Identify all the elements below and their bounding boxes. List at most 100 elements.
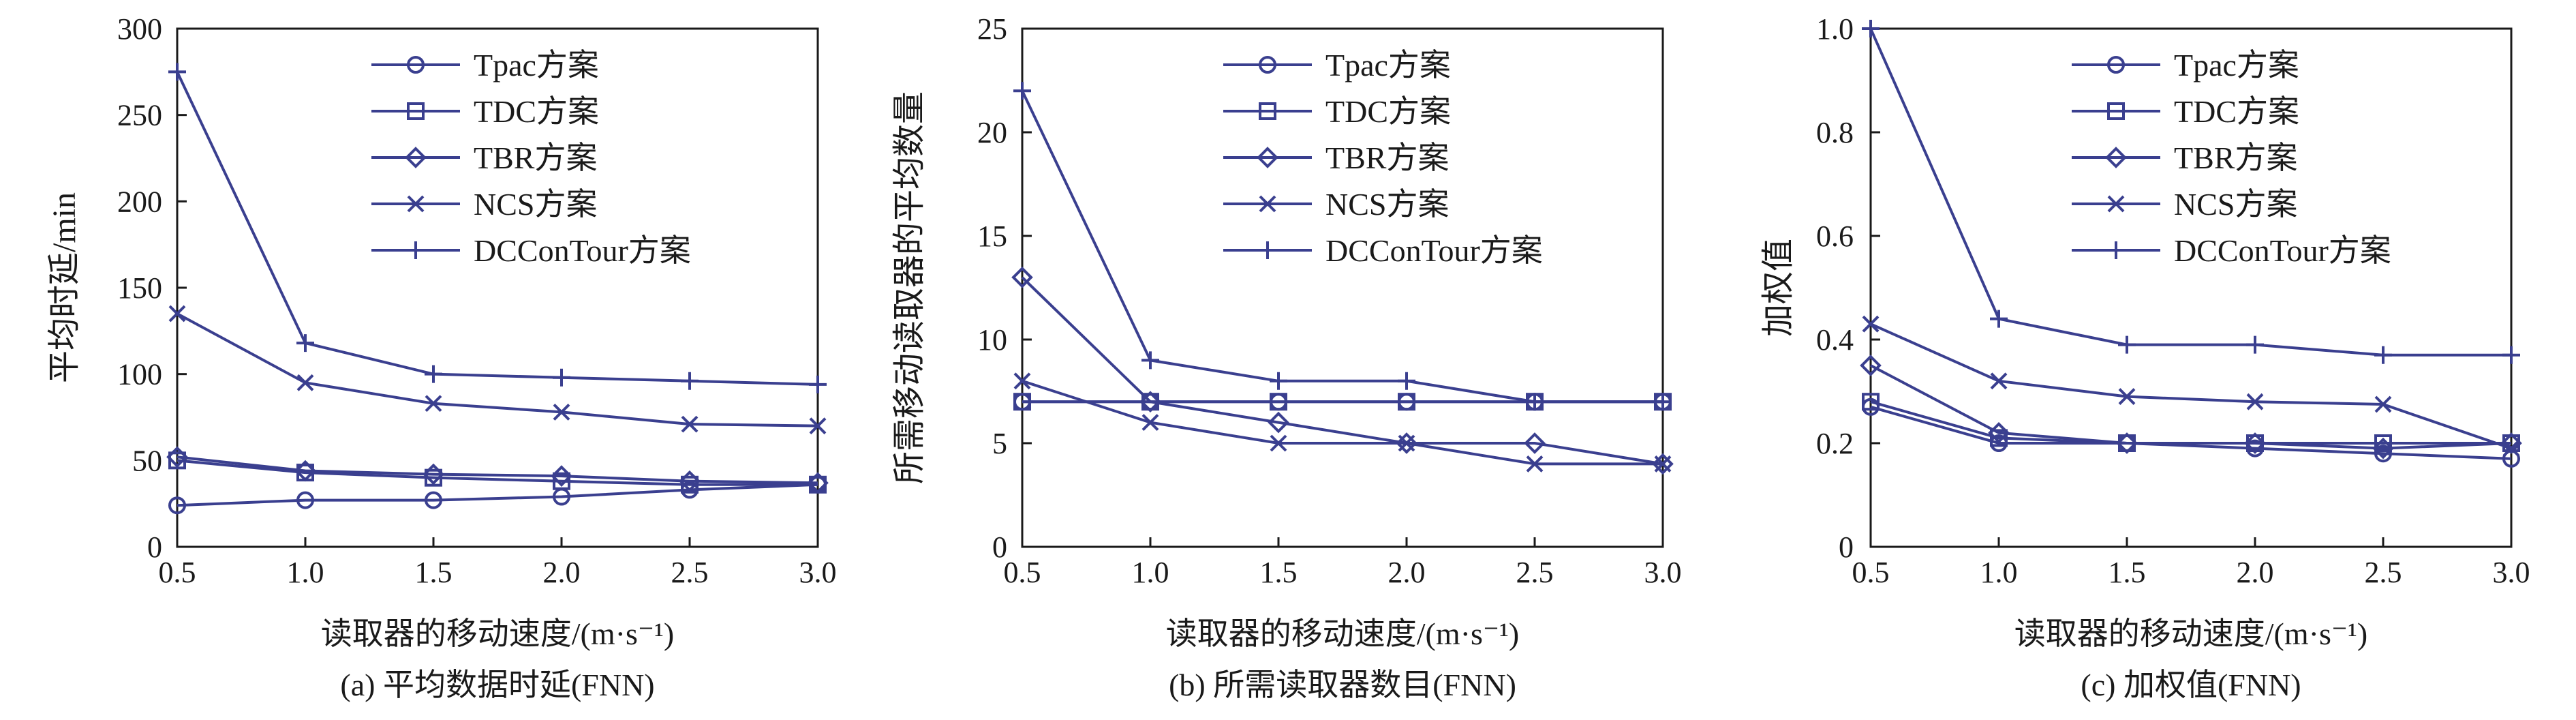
x-tick-label: 3.0 xyxy=(1644,556,1682,589)
y-axis-label: 所需移动读取器的平均数量 xyxy=(891,91,927,484)
legend-marker xyxy=(2107,195,2125,213)
series-line-4 xyxy=(1021,90,1663,404)
data-point xyxy=(553,472,570,490)
legend-marker xyxy=(1259,241,1276,259)
chart-1: 0.5 1.0 1.5 2.0 2.5 3.0 0 5 10 15 20 25 读取器的移动速度/(m·… xyxy=(891,12,1682,702)
y-tick-label: 200 xyxy=(117,185,162,218)
data-point xyxy=(553,368,570,387)
data-point xyxy=(2244,432,2266,454)
series-line-4 xyxy=(1869,28,2511,357)
legend-label: TBR方案 xyxy=(1325,140,1449,175)
x-tick-label: 1.5 xyxy=(2109,556,2146,589)
data-point xyxy=(1141,351,1159,370)
y-tick-label: 0.4 xyxy=(1816,323,1854,357)
x-axis-label: 读取器的移动速度/(m·s⁻¹) xyxy=(321,616,675,651)
y-tick-label: 1.0 xyxy=(1816,12,1854,46)
data-point xyxy=(1988,421,2010,444)
data-point xyxy=(2374,346,2392,364)
y-tick-label: 10 xyxy=(977,323,1007,357)
data-point xyxy=(551,465,572,487)
legend-label: TBR方案 xyxy=(2174,140,2297,175)
y-axis-label: 平均时延/min xyxy=(46,192,82,383)
legend-label: Tpac方案 xyxy=(474,48,599,82)
y-tick-label: 250 xyxy=(117,99,162,132)
legend-label: NCS方案 xyxy=(2174,187,2297,222)
x-tick-label: 2.0 xyxy=(1388,556,1426,589)
chart-caption: (c) 加权值(FNN) xyxy=(2081,668,2301,702)
x-tick-label: 2.0 xyxy=(2237,556,2274,589)
legend: Tpac方案 TDC方案 TBR方案 NCS方案 DCConTour方案 xyxy=(1223,48,1543,268)
data-point xyxy=(679,470,701,492)
legend-label: DCConTour方案 xyxy=(1325,233,1543,268)
legend: Tpac方案 TDC方案 TBR方案 NCS方案 DCConTour方案 xyxy=(371,48,691,268)
data-point xyxy=(2502,346,2520,364)
x-tick-label: 1.0 xyxy=(1980,556,2018,589)
data-point xyxy=(296,334,314,352)
data-point xyxy=(168,305,186,322)
legend-marker xyxy=(1259,102,1276,120)
data-point xyxy=(2374,395,2392,413)
y-tick-label: 20 xyxy=(977,116,1007,149)
data-point xyxy=(425,491,442,509)
data-point xyxy=(1013,393,1031,411)
x-tick-label: 1.0 xyxy=(287,556,324,589)
data-point xyxy=(166,446,188,468)
chart-2: 0.5 1.0 1.5 2.0 2.5 3.0 0 0.2 0.4 0.6 0.8 1.0 读取器的移动… xyxy=(1760,12,2530,702)
data-point xyxy=(1526,393,1544,411)
legend-marker xyxy=(1257,147,1278,168)
y-tick-label: 25 xyxy=(977,12,1007,46)
data-point xyxy=(1270,393,1287,411)
legend-marker xyxy=(1259,56,1276,74)
legend-marker xyxy=(407,102,425,120)
y-tick-label: 0 xyxy=(147,530,162,564)
series-line-1 xyxy=(177,459,818,486)
data-point xyxy=(425,468,442,487)
data-point xyxy=(1990,310,2008,328)
legend-label: TDC方案 xyxy=(2174,94,2299,129)
y-axis-label: 加权值 xyxy=(1760,239,1796,337)
data-point xyxy=(1013,82,1031,100)
legend-marker xyxy=(2107,241,2125,259)
legend-marker xyxy=(407,56,425,74)
data-point xyxy=(807,472,829,494)
x-tick-label: 2.0 xyxy=(543,556,581,589)
series-line-1 xyxy=(1870,400,2511,445)
data-point xyxy=(1526,455,1544,472)
data-point xyxy=(553,403,570,421)
series-line-3 xyxy=(1022,379,1663,466)
data-point xyxy=(2246,335,2264,354)
data-point xyxy=(296,374,314,391)
data-point xyxy=(1396,432,1417,454)
data-point xyxy=(681,475,699,494)
data-point xyxy=(1862,393,1880,411)
series-line-2 xyxy=(177,455,818,485)
series-line-2 xyxy=(1021,276,1663,466)
y-tick-label: 0.6 xyxy=(1816,220,1854,253)
data-point xyxy=(681,415,699,433)
data-point xyxy=(2500,432,2522,454)
x-tick-label: 2.5 xyxy=(2365,556,2402,589)
x-tick-label: 3.0 xyxy=(2493,556,2530,589)
chart-0: 0.5 1.0 1.5 2.0 2.5 3.0 0 50 100 150 200 250 300 读取器的… xyxy=(46,12,837,702)
data-point xyxy=(1654,393,1672,411)
data-point xyxy=(1270,434,1287,452)
legend-marker xyxy=(2107,102,2125,120)
data-point xyxy=(1860,355,1882,376)
x-tick-label: 1.5 xyxy=(415,556,453,589)
data-point xyxy=(425,395,442,412)
y-tick-label: 15 xyxy=(977,220,1007,253)
legend-label: TDC方案 xyxy=(1325,94,1451,129)
x-axis-label: 读取器的移动速度/(m·s⁻¹) xyxy=(2014,616,2368,651)
data-point xyxy=(168,451,186,470)
data-point xyxy=(1270,372,1287,390)
data-point xyxy=(1011,266,1033,288)
data-point xyxy=(2372,437,2394,460)
data-point xyxy=(2118,335,2136,354)
x-tick-label: 0.5 xyxy=(1852,556,1890,589)
x-tick-label: 2.5 xyxy=(671,556,709,589)
data-point xyxy=(1862,20,1880,38)
x-tick-label: 2.5 xyxy=(1516,556,1554,589)
legend-marker xyxy=(405,147,427,168)
legend-label: TBR方案 xyxy=(474,140,597,175)
